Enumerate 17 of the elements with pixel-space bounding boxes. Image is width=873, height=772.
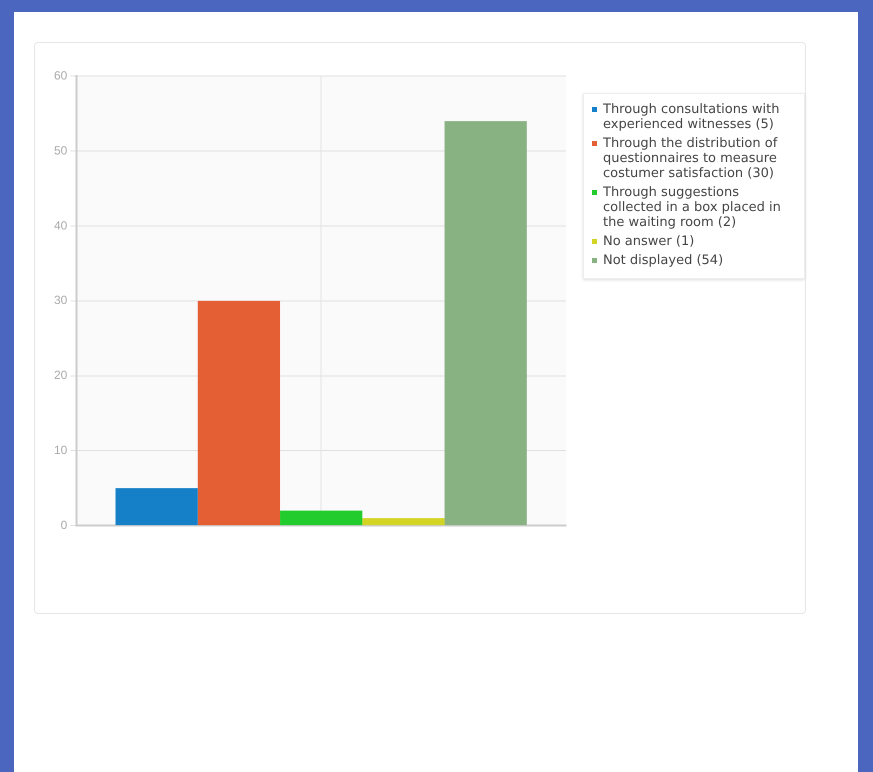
legend-label: Not displayed (54) [603,253,724,268]
bar [116,488,198,526]
y-tick-label: 40 [54,218,68,232]
legend-label: No answer (1) [603,234,694,249]
legend-label: Through the distribution of questionnaires to measure costumer satisfaction (30) [603,136,779,181]
y-tick-label: 30 [54,293,68,308]
bar [362,518,445,526]
bar [198,300,280,526]
y-tick-label: 10 [54,443,68,458]
y-tick-label: 50 [54,143,68,158]
y-tick-label: 0 [60,518,68,532]
y-tick-label: 60 [54,68,68,83]
bar [444,121,527,526]
legend-label: Through suggestions collected in a box placed in the waiting room (2) [603,185,782,230]
y-tick-label: 20 [54,368,68,382]
bar [280,510,362,526]
legend-label: Through consultations with experienced witnesses (5) [603,102,780,132]
